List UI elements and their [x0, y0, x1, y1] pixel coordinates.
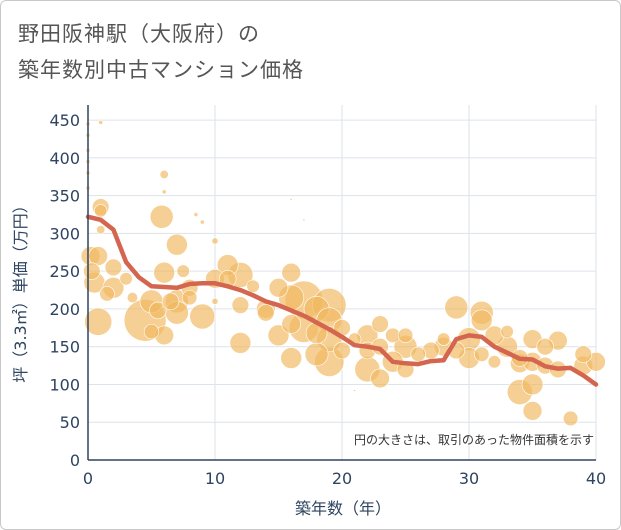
data-bubble [83, 262, 101, 280]
data-bubble [437, 332, 451, 346]
x-tick-label: 30 [459, 469, 479, 488]
x-tick-label: 10 [205, 469, 225, 488]
data-bubble [126, 292, 138, 304]
data-bubble [229, 332, 252, 354]
data-bubble [199, 219, 205, 225]
chart-title-line-1: 野田阪神駅（大阪府）の [18, 22, 260, 46]
data-bubble [161, 189, 167, 195]
y-tick-label: 300 [49, 224, 80, 243]
data-bubble [99, 286, 115, 302]
data-bubble [189, 303, 216, 330]
x-axis-label: 築年数（年） [295, 499, 391, 518]
y-tick-label: 0 [70, 451, 80, 470]
data-bubble [304, 342, 329, 367]
y-tick-label: 400 [49, 149, 80, 168]
data-bubble [522, 401, 543, 421]
data-bubble [444, 295, 469, 320]
data-bubble [397, 327, 414, 344]
data-bubble [370, 368, 390, 389]
data-bubble [574, 345, 592, 363]
x-tick-label: 20 [332, 469, 352, 488]
y-tick-label: 250 [49, 262, 80, 281]
data-bubble [281, 262, 301, 283]
data-bubble [353, 389, 357, 392]
data-bubble [96, 225, 106, 235]
data-bubble [500, 324, 514, 339]
bubble-series [80, 119, 606, 427]
data-bubble [149, 204, 174, 229]
data-bubble [536, 338, 554, 356]
data-bubble [410, 346, 426, 362]
data-bubble [562, 410, 579, 427]
y-tick-label: 450 [49, 111, 80, 130]
data-bubble [333, 341, 351, 360]
data-bubble [98, 119, 104, 125]
data-bubble [143, 323, 160, 340]
data-bubble [193, 212, 199, 217]
data-bubble [231, 296, 250, 314]
chart-title-line-2: 築年数別中古マンション価格 [18, 58, 304, 82]
data-bubble [246, 279, 260, 293]
y-axis-label: 坪（3.3㎡）単価（万円） [11, 197, 30, 382]
data-bubble [84, 307, 113, 336]
data-bubble [289, 198, 293, 201]
y-tick-label: 100 [49, 375, 80, 394]
size-note: 円の大きさは、取引のあった物件面積を示す [354, 432, 594, 447]
trend-line [85, 214, 599, 387]
y-tick-label: 50 [60, 413, 80, 432]
data-bubble [521, 373, 544, 396]
x-tick-label: 0 [83, 469, 93, 488]
x-tick-label: 40 [586, 469, 606, 488]
data-bubble [176, 264, 190, 278]
data-bubble [104, 258, 123, 277]
data-bubble [166, 233, 188, 256]
data-bubble [211, 297, 219, 305]
data-bubble [159, 169, 169, 179]
trend-series [85, 214, 599, 387]
data-bubble [181, 289, 198, 306]
data-bubble [281, 314, 301, 334]
data-bubble [257, 304, 275, 322]
y-tick-label: 150 [49, 338, 80, 357]
data-bubble [153, 261, 175, 284]
data-bubble [371, 315, 389, 333]
y-tick-label: 350 [49, 187, 80, 206]
data-bubble [119, 272, 133, 286]
data-bubble [268, 278, 289, 298]
data-bubble [474, 346, 490, 362]
data-bubble [94, 204, 108, 218]
data-bubble [302, 218, 306, 222]
data-bubble [487, 355, 502, 369]
data-bubble [161, 292, 180, 311]
data-bubble [280, 347, 303, 369]
y-tick-label: 200 [49, 300, 80, 319]
tick-labels: 0 50 100 150 200 250 300 350 400 450 0 10 20 30 40 [49, 111, 606, 488]
axes [87, 105, 596, 461]
data-bubble [149, 301, 167, 320]
data-bubble [211, 237, 219, 245]
data-bubble [470, 309, 493, 332]
